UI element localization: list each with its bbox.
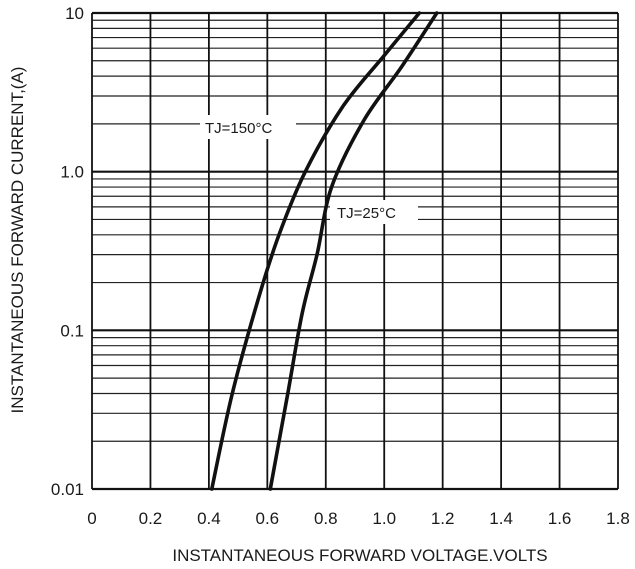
y-tick-label: 0.1 xyxy=(60,321,84,340)
curve-series-1 xyxy=(210,11,422,491)
x-axis-title: INSTANTANEOUS FORWARD VOLTAGE.VOLTS xyxy=(172,546,547,565)
x-tick-label: 0.6 xyxy=(256,509,280,528)
x-tick-label: 0.4 xyxy=(197,509,221,528)
y-tick-label: 10 xyxy=(65,4,84,23)
x-tick-label: 1.4 xyxy=(489,509,513,528)
curve-label-tj25: TJ=25°C xyxy=(337,205,396,222)
y-tick-label: 0.01 xyxy=(51,480,84,499)
x-tick-label: 0 xyxy=(87,509,96,528)
curve-series-2 xyxy=(268,11,439,491)
label-box-tj25 xyxy=(330,200,418,224)
curve-label-tj150: TJ=150°C xyxy=(205,120,272,137)
curves xyxy=(210,11,439,491)
x-tick-label: 1.6 xyxy=(548,509,572,528)
label-box-tj150 xyxy=(200,115,296,139)
x-tick-label: 1.2 xyxy=(431,509,455,528)
x-tick-label: 1.0 xyxy=(372,509,396,528)
x-tick-label: 0.2 xyxy=(139,509,163,528)
grid-major xyxy=(91,11,619,491)
x-tick-label: 1.8 xyxy=(606,509,630,528)
y-tick-labels: 0.01 0.1 1.0 10 xyxy=(51,4,84,499)
x-tick-labels: 0 0.2 0.4 0.6 0.8 1.0 1.2 1.4 1.6 1.8 xyxy=(87,509,630,528)
y-axis-title: INSTANTANEOUS FORWARD CURRENT,(A) xyxy=(8,67,27,414)
y-tick-label: 1.0 xyxy=(60,163,84,182)
curve-labels: TJ=150°C TJ=25°C xyxy=(200,115,418,224)
x-tick-label: 0.8 xyxy=(314,509,338,528)
